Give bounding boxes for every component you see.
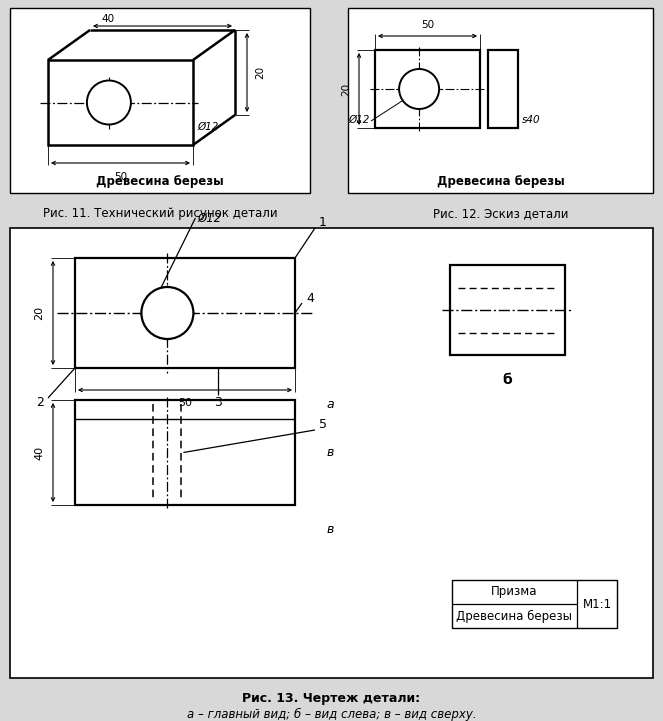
Ellipse shape [141, 287, 194, 339]
Bar [375, 50, 480, 128]
Text: в: в [326, 446, 333, 459]
Text: Призма: Призма [491, 585, 538, 598]
Text: 40: 40 [101, 14, 115, 24]
Text: М1:1: М1:1 [582, 598, 611, 611]
Ellipse shape [399, 69, 439, 109]
Text: Рис. 13. Чертеж детали:: Рис. 13. Чертеж детали: [243, 692, 420, 705]
Text: Древесина березы: Древесина березы [96, 174, 224, 187]
Bar [75, 400, 295, 505]
Text: б: б [503, 373, 512, 387]
Bar [348, 8, 653, 193]
Text: 40: 40 [34, 446, 44, 459]
Text: Древесина березы: Древесина березы [437, 174, 564, 187]
Text: Рис. 11. Технический рисунок детали: Рис. 11. Технический рисунок детали [42, 207, 277, 220]
Bar [48, 60, 193, 145]
Bar [488, 50, 518, 128]
Text: Ø12: Ø12 [198, 211, 221, 224]
Text: в: в [326, 523, 333, 536]
Text: 20: 20 [341, 82, 351, 96]
Bar [10, 228, 653, 678]
Ellipse shape [87, 81, 131, 125]
Text: а – главный вид; б – вид слева; в – вид сверху.: а – главный вид; б – вид слева; в – вид … [187, 708, 476, 721]
Text: 2: 2 [36, 397, 44, 410]
Text: 3: 3 [214, 397, 222, 410]
Bar [452, 580, 617, 628]
Text: Рис. 12. Эскиз детали: Рис. 12. Эскиз детали [433, 207, 568, 220]
Bar [450, 265, 565, 355]
Text: Древесина березы: Древесина березы [457, 609, 572, 622]
Text: 50: 50 [114, 172, 127, 182]
Text: 20: 20 [255, 66, 265, 79]
Text: 5: 5 [319, 418, 327, 431]
Text: s40: s40 [522, 115, 540, 125]
Text: 4: 4 [306, 291, 314, 304]
Text: 1: 1 [319, 216, 327, 229]
Text: Ø12: Ø12 [349, 115, 370, 125]
Text: Ø12: Ø12 [197, 122, 218, 132]
Text: 20: 20 [34, 306, 44, 320]
Text: 50: 50 [178, 398, 192, 408]
Text: 50: 50 [421, 20, 434, 30]
Text: а: а [326, 398, 333, 411]
Bar [10, 8, 310, 193]
Bar [75, 258, 295, 368]
